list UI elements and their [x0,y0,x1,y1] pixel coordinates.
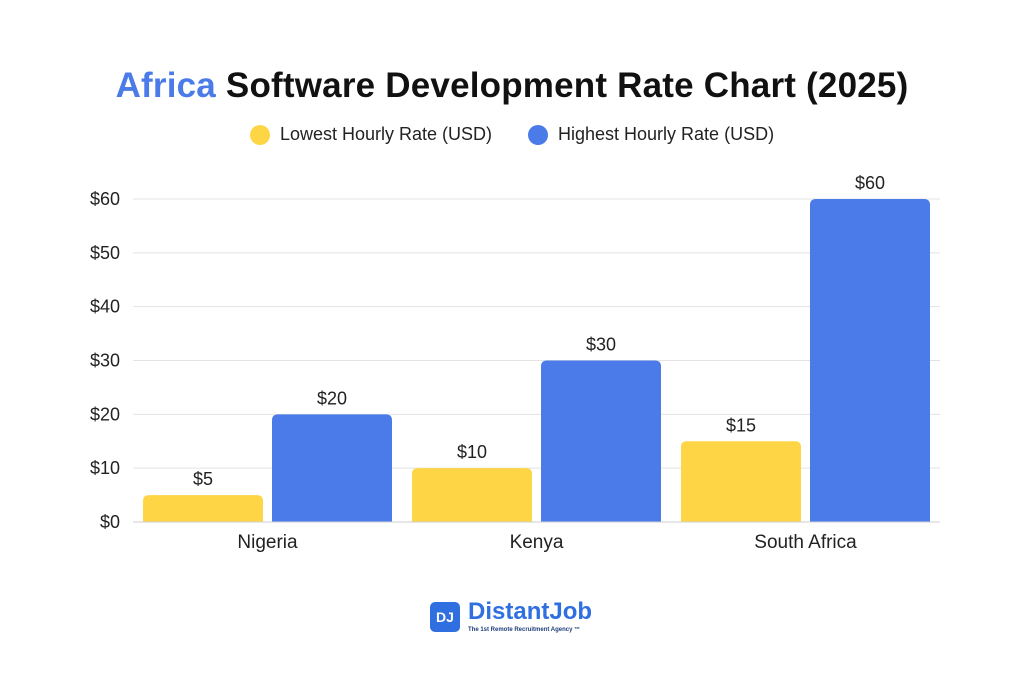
bar [681,441,801,522]
y-tick-label: $50 [90,243,120,263]
chart-bars: $5 $20 $10 $30 $15 $60 [143,173,930,522]
bar [412,468,532,522]
y-axis: $0 $10 $20 $30 $40 $50 $60 [90,189,120,532]
data-label: $10 [457,442,487,462]
y-tick-label: $0 [100,512,120,532]
legend-label-lowest: Lowest Hourly Rate (USD) [279,124,492,144]
chart-legend: Lowest Hourly Rate (USD) Highest Hourly … [0,124,1024,145]
data-label: $60 [855,173,885,193]
logo-tagline: The 1st Remote Recruitment Agency ™ [468,627,581,633]
bar [541,360,661,522]
y-tick-label: $40 [90,297,120,317]
x-tick-label: Kenya [510,532,564,553]
legend-item-highest: Highest Hourly Rate (USD) [528,124,774,145]
bar [143,495,263,522]
x-axis: Nigeria Kenya South Africa [133,521,940,553]
legend-swatch-highest [528,124,548,145]
legend-label-highest: Highest Hourly Rate (USD) [558,124,775,144]
y-tick-label: $30 [90,351,120,371]
logo-badge: DJ [430,601,460,632]
bar [272,414,392,522]
data-label: $20 [317,388,347,408]
data-label: $30 [586,335,616,355]
y-tick-label: $10 [90,458,120,478]
bar [810,199,930,522]
chart-title: Africa Software Development Rate Chart (… [0,66,1024,106]
y-tick-label: $20 [90,404,120,424]
chart-gridlines [133,198,940,469]
legend-item-lowest: Lowest Hourly Rate (USD) [249,124,492,145]
chart-title-accent: Africa [115,66,216,105]
data-label: $5 [193,469,213,489]
y-tick-label: $60 [90,189,120,209]
legend-swatch-lowest [249,124,270,145]
logo-name: DistantJob [468,598,593,625]
chart-title-rest: Software Development Rate Chart (2025) [225,66,909,105]
data-label: $15 [726,415,756,435]
x-tick-label: South Africa [754,532,857,553]
x-tick-label: Nigeria [237,532,298,553]
distantjob-logo: DJ DistantJob The 1st Remote Recruitment… [430,600,592,633]
